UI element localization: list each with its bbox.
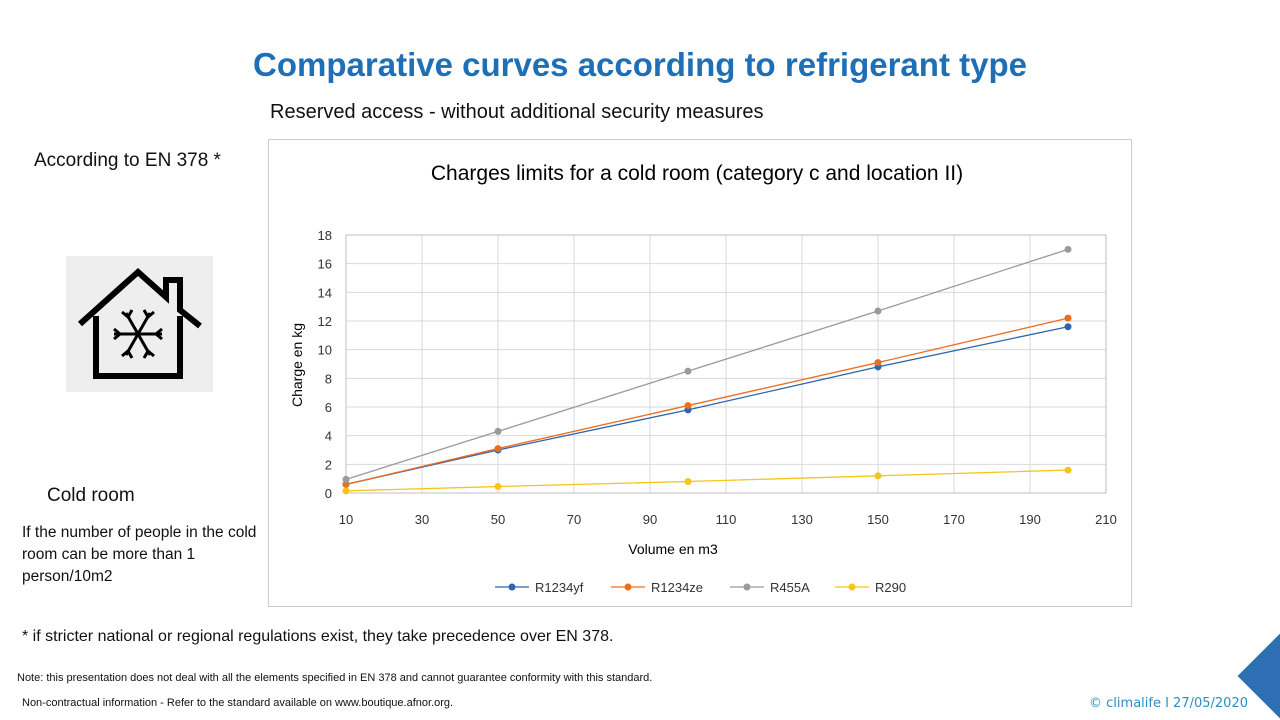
y-tick-label: 4 xyxy=(325,429,332,444)
legend-marker xyxy=(848,583,856,591)
x-tick-label: 150 xyxy=(867,512,889,527)
y-tick-label: 2 xyxy=(325,457,332,472)
y-tick-label: 12 xyxy=(318,314,332,329)
data-point-R455A xyxy=(1064,245,1072,253)
x-tick-label: 50 xyxy=(491,512,505,527)
x-tick-label: 70 xyxy=(567,512,581,527)
plot-area xyxy=(345,234,1107,494)
chart-container: Charges limits for a cold room (category… xyxy=(268,139,1132,607)
data-point-R1234ze xyxy=(684,402,692,410)
data-point-R290 xyxy=(684,478,692,486)
chart-title: Charges limits for a cold room (category… xyxy=(431,162,963,185)
standard-label: According to EN 378 * xyxy=(34,150,221,171)
data-point-R290 xyxy=(342,487,350,495)
line-chart: Charges limits for a cold room (category… xyxy=(289,162,1117,595)
data-point-R1234yf xyxy=(1064,323,1072,331)
data-point-R1234ze xyxy=(494,445,502,453)
page-title: Comparative curves according to refriger… xyxy=(253,46,1027,83)
cold-room-house-snowflake-icon xyxy=(66,256,213,392)
data-point-R290 xyxy=(1064,466,1072,474)
cold-room-label: Cold room xyxy=(47,485,135,506)
legend-label: R455A xyxy=(770,580,810,595)
x-tick-label: 10 xyxy=(339,512,353,527)
data-point-R290 xyxy=(874,472,882,480)
x-tick-label: 90 xyxy=(643,512,657,527)
data-point-R290 xyxy=(494,483,502,491)
data-point-R455A xyxy=(874,307,882,315)
copyright-date: © climalife I 27/05/2020 xyxy=(1089,696,1248,711)
disclaimer-note: Note: this presentation does not deal wi… xyxy=(17,672,653,684)
data-point-R455A xyxy=(684,367,692,375)
y-tick-label: 8 xyxy=(325,371,332,386)
data-point-R455A xyxy=(494,427,502,435)
legend-label: R1234yf xyxy=(535,580,584,595)
x-tick-label: 130 xyxy=(791,512,813,527)
series-line-R1234yf xyxy=(345,326,1069,486)
series-line-R1234ze xyxy=(345,317,1069,486)
x-tick-label: 170 xyxy=(943,512,965,527)
legend-label: R290 xyxy=(875,580,906,595)
legend-marker xyxy=(743,583,751,591)
y-axis-label: Charge en kg xyxy=(289,323,305,407)
x-tick-label: 210 xyxy=(1095,512,1117,527)
condition-text: If the number of people in the cold room… xyxy=(22,524,257,585)
series-line-R455A xyxy=(345,248,1069,481)
legend-label: R1234ze xyxy=(651,580,703,595)
y-tick-label: 14 xyxy=(318,285,332,300)
y-tick-label: 6 xyxy=(325,400,332,415)
x-tick-label: 190 xyxy=(1019,512,1041,527)
subtitle: Reserved access - without additional sec… xyxy=(270,101,764,123)
x-tick-label: 30 xyxy=(415,512,429,527)
data-point-R1234ze xyxy=(342,480,350,488)
x-tick-label: 110 xyxy=(716,512,737,527)
data-point-R1234ze xyxy=(874,359,882,367)
standard-reference-note: Non-contractual information - Refer to t… xyxy=(22,697,454,709)
y-tick-label: 10 xyxy=(318,343,332,358)
y-tick-label: 0 xyxy=(325,486,332,501)
footnote: * if stricter national or regional regul… xyxy=(22,628,614,645)
legend-marker xyxy=(624,583,632,591)
y-tick-label: 16 xyxy=(318,257,332,272)
data-point-R1234ze xyxy=(1064,314,1072,322)
data-point-R455A xyxy=(342,475,350,483)
x-axis-label: Volume en m3 xyxy=(628,541,718,557)
y-tick-label: 18 xyxy=(318,228,332,243)
series-line-R290 xyxy=(345,469,1069,492)
legend-marker xyxy=(508,583,516,591)
